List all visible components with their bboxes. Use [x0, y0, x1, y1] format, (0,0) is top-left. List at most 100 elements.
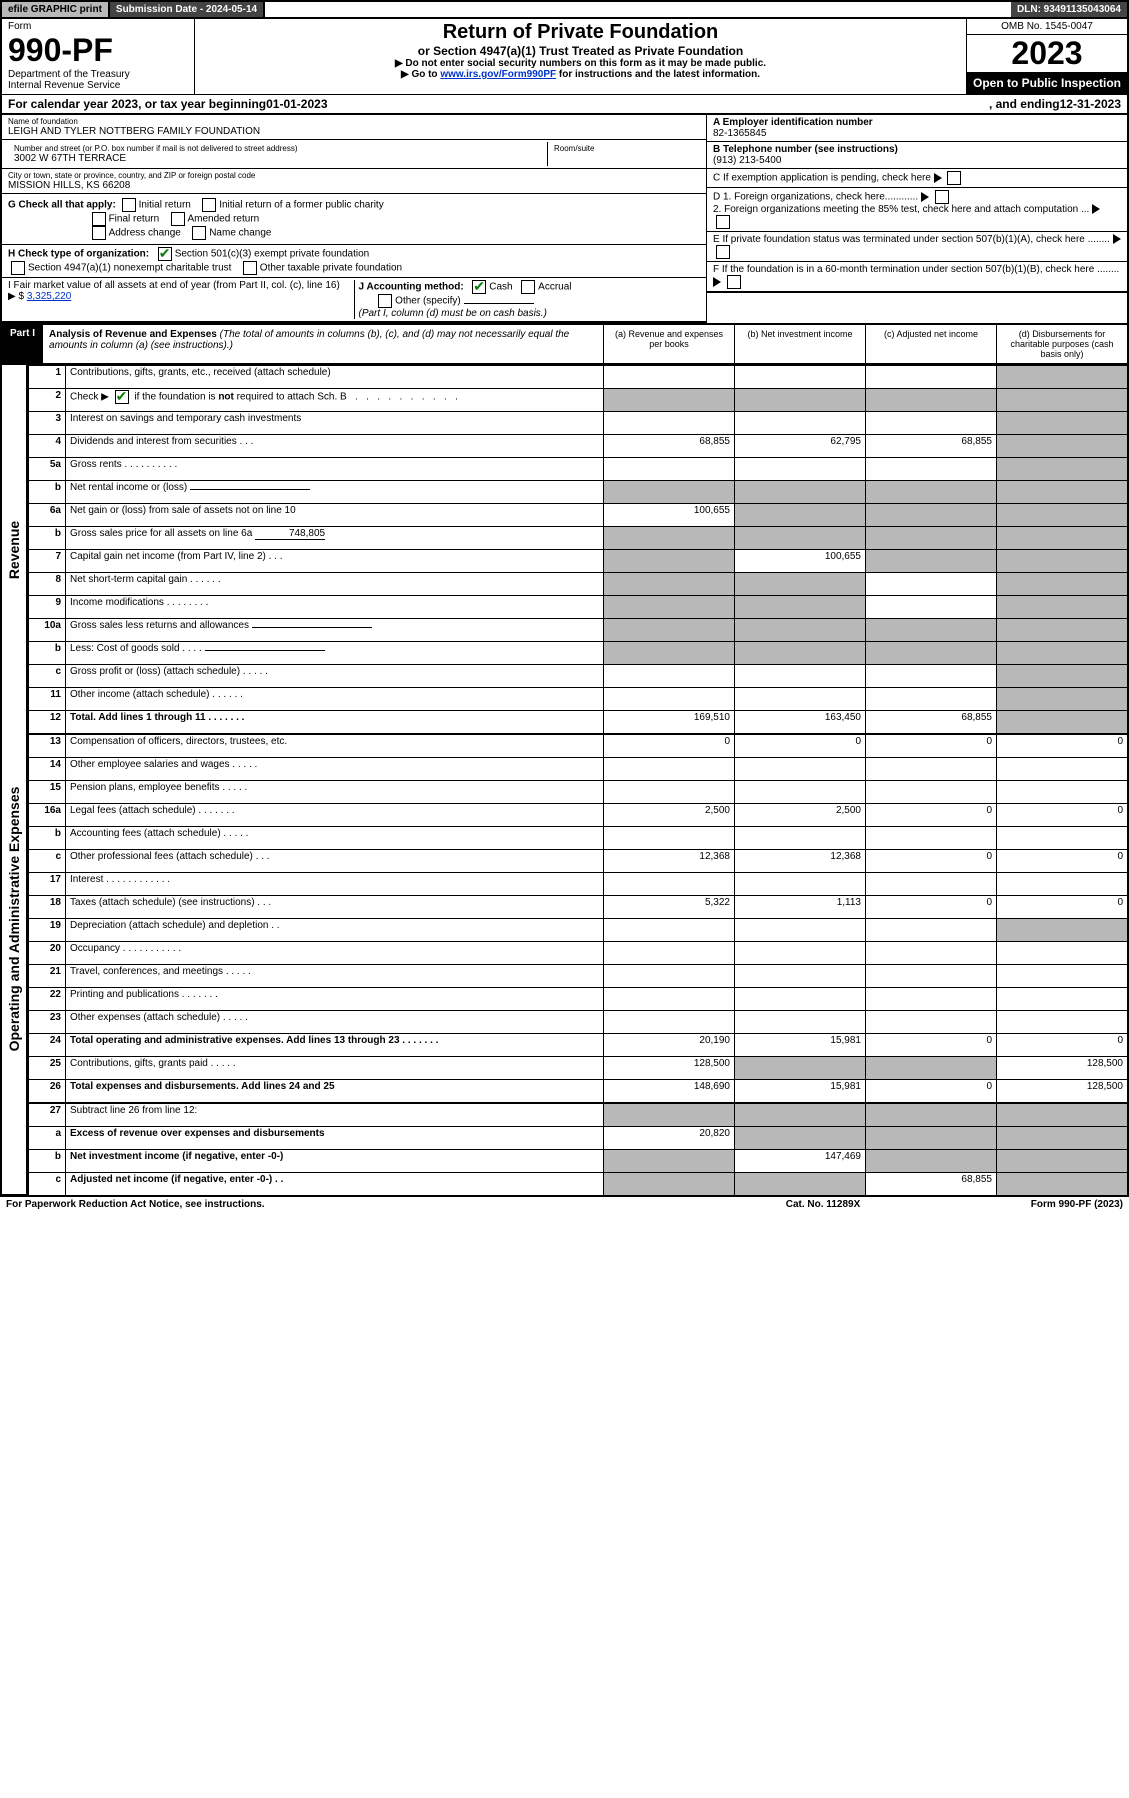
col-d — [997, 1127, 1129, 1150]
col-d — [997, 873, 1129, 896]
tax-year-end: 12-31-2023 — [1060, 97, 1121, 111]
chk-amended-return[interactable] — [171, 212, 185, 226]
line-no: 14 — [28, 758, 66, 781]
line-label: Gross rents . . . . . . . . . . — [66, 458, 604, 481]
col-a — [604, 665, 735, 688]
line-no: 15 — [28, 781, 66, 804]
chk-501c3[interactable] — [158, 247, 172, 261]
chk-final-return[interactable] — [92, 212, 106, 226]
chk-other-method[interactable] — [378, 294, 392, 308]
line-label: Check ▶ if the foundation is not require… — [66, 389, 604, 412]
row-r8: 8Net short-term capital gain . . . . . . — [28, 573, 1128, 596]
row-r23: 23Other expenses (attach schedule) . . .… — [28, 1011, 1128, 1034]
chk-85pct-test[interactable] — [716, 215, 730, 229]
chk-exemption-pending[interactable] — [947, 171, 961, 185]
row-r27: 27Subtract line 26 from line 12: — [28, 1104, 1128, 1127]
chk-address-change[interactable] — [92, 226, 106, 240]
col-a — [604, 389, 735, 412]
instructions-link[interactable]: www.irs.gov/Form990PF — [440, 69, 556, 80]
line-no: 10a — [28, 619, 66, 642]
col-c — [866, 988, 997, 1011]
col-d — [997, 366, 1129, 389]
chk-other-taxable[interactable] — [243, 261, 257, 275]
chk-60-month[interactable] — [727, 275, 741, 289]
revenue-section: Revenue 1Contributions, gifts, grants, e… — [0, 365, 1129, 734]
col-c — [866, 873, 997, 896]
col-c — [866, 781, 997, 804]
part-label: Part I — [2, 325, 43, 363]
col-d — [997, 504, 1129, 527]
arrow-icon — [1113, 234, 1121, 244]
chk-4947a1[interactable] — [11, 261, 25, 275]
col-b — [735, 919, 866, 942]
col-c — [866, 1011, 997, 1034]
form-subtitle: or Section 4947(a)(1) Trust Treated as P… — [201, 44, 960, 58]
efile-badge: efile GRAPHIC print — [2, 2, 110, 17]
col-b: 15,981 — [735, 1080, 866, 1103]
line-no: 3 — [28, 412, 66, 435]
chk-name-change[interactable] — [192, 226, 206, 240]
col-b — [735, 366, 866, 389]
col-b — [735, 389, 866, 412]
col-d — [997, 711, 1129, 734]
col-a — [604, 688, 735, 711]
col-d — [997, 781, 1129, 804]
col-b — [735, 642, 866, 665]
col-a: 5,322 — [604, 896, 735, 919]
name-label: Name of foundation — [8, 117, 700, 126]
col-c — [866, 1127, 997, 1150]
line-label: Accounting fees (attach schedule) . . . … — [66, 827, 604, 850]
expenses-side-label: Operating and Administrative Expenses — [0, 734, 27, 1103]
chk-status-terminated[interactable] — [716, 245, 730, 259]
arrow-icon — [921, 192, 929, 202]
col-c — [866, 366, 997, 389]
fmv-link[interactable]: 3,325,220 — [27, 291, 72, 302]
chk-foreign-org[interactable] — [935, 190, 949, 204]
col-b — [735, 1011, 866, 1034]
col-d — [997, 619, 1129, 642]
line-label: Gross sales less returns and allowances — [66, 619, 604, 642]
col-c: 0 — [866, 896, 997, 919]
col-a — [604, 1173, 735, 1196]
line-no: 23 — [28, 1011, 66, 1034]
row-r27b: bNet investment income (if negative, ent… — [28, 1150, 1128, 1173]
col-d — [997, 665, 1129, 688]
chk-accrual[interactable] — [521, 280, 535, 294]
line-no: 16a — [28, 804, 66, 827]
arrow-icon — [934, 173, 942, 183]
col-a: 128,500 — [604, 1057, 735, 1080]
chk-initial-former[interactable] — [202, 198, 216, 212]
line-no: 2 — [28, 389, 66, 412]
chk-cash[interactable] — [472, 280, 486, 294]
col-d — [997, 988, 1129, 1011]
line-no: c — [28, 1173, 66, 1196]
row-r15: 15Pension plans, employee benefits . . .… — [28, 781, 1128, 804]
col-a — [604, 550, 735, 573]
section-h: H Check type of organization: Section 50… — [2, 245, 706, 278]
chk-sch-b-not-required[interactable] — [115, 390, 129, 404]
expenses-section: Operating and Administrative Expenses 13… — [0, 734, 1129, 1103]
chk-initial-return[interactable] — [122, 198, 136, 212]
col-b — [735, 688, 866, 711]
col-d — [997, 1104, 1129, 1127]
dept: Department of the Treasury — [8, 69, 188, 80]
line-label: Travel, conferences, and meetings . . . … — [66, 965, 604, 988]
open-to-public: Open to Public Inspection — [967, 72, 1127, 94]
identity-block: Name of foundation LEIGH AND TYLER NOTTB… — [0, 115, 1129, 323]
col-a — [604, 527, 735, 550]
row-r21: 21Travel, conferences, and meetings . . … — [28, 965, 1128, 988]
part-1-header: Part I Analysis of Revenue and Expenses … — [0, 323, 1129, 365]
col-a — [604, 919, 735, 942]
line-no: 11 — [28, 688, 66, 711]
line-no: 21 — [28, 965, 66, 988]
col-a: 20,190 — [604, 1034, 735, 1057]
row-r14: 14Other employee salaries and wages . . … — [28, 758, 1128, 781]
col-a — [604, 1104, 735, 1127]
col-c — [866, 688, 997, 711]
line-label: Other professional fees (attach schedule… — [66, 850, 604, 873]
col-a — [604, 1011, 735, 1034]
street-address: 3002 W 67TH TERRACE — [14, 153, 541, 164]
line-no: 9 — [28, 596, 66, 619]
col-a — [604, 942, 735, 965]
line-no: b — [28, 481, 66, 504]
